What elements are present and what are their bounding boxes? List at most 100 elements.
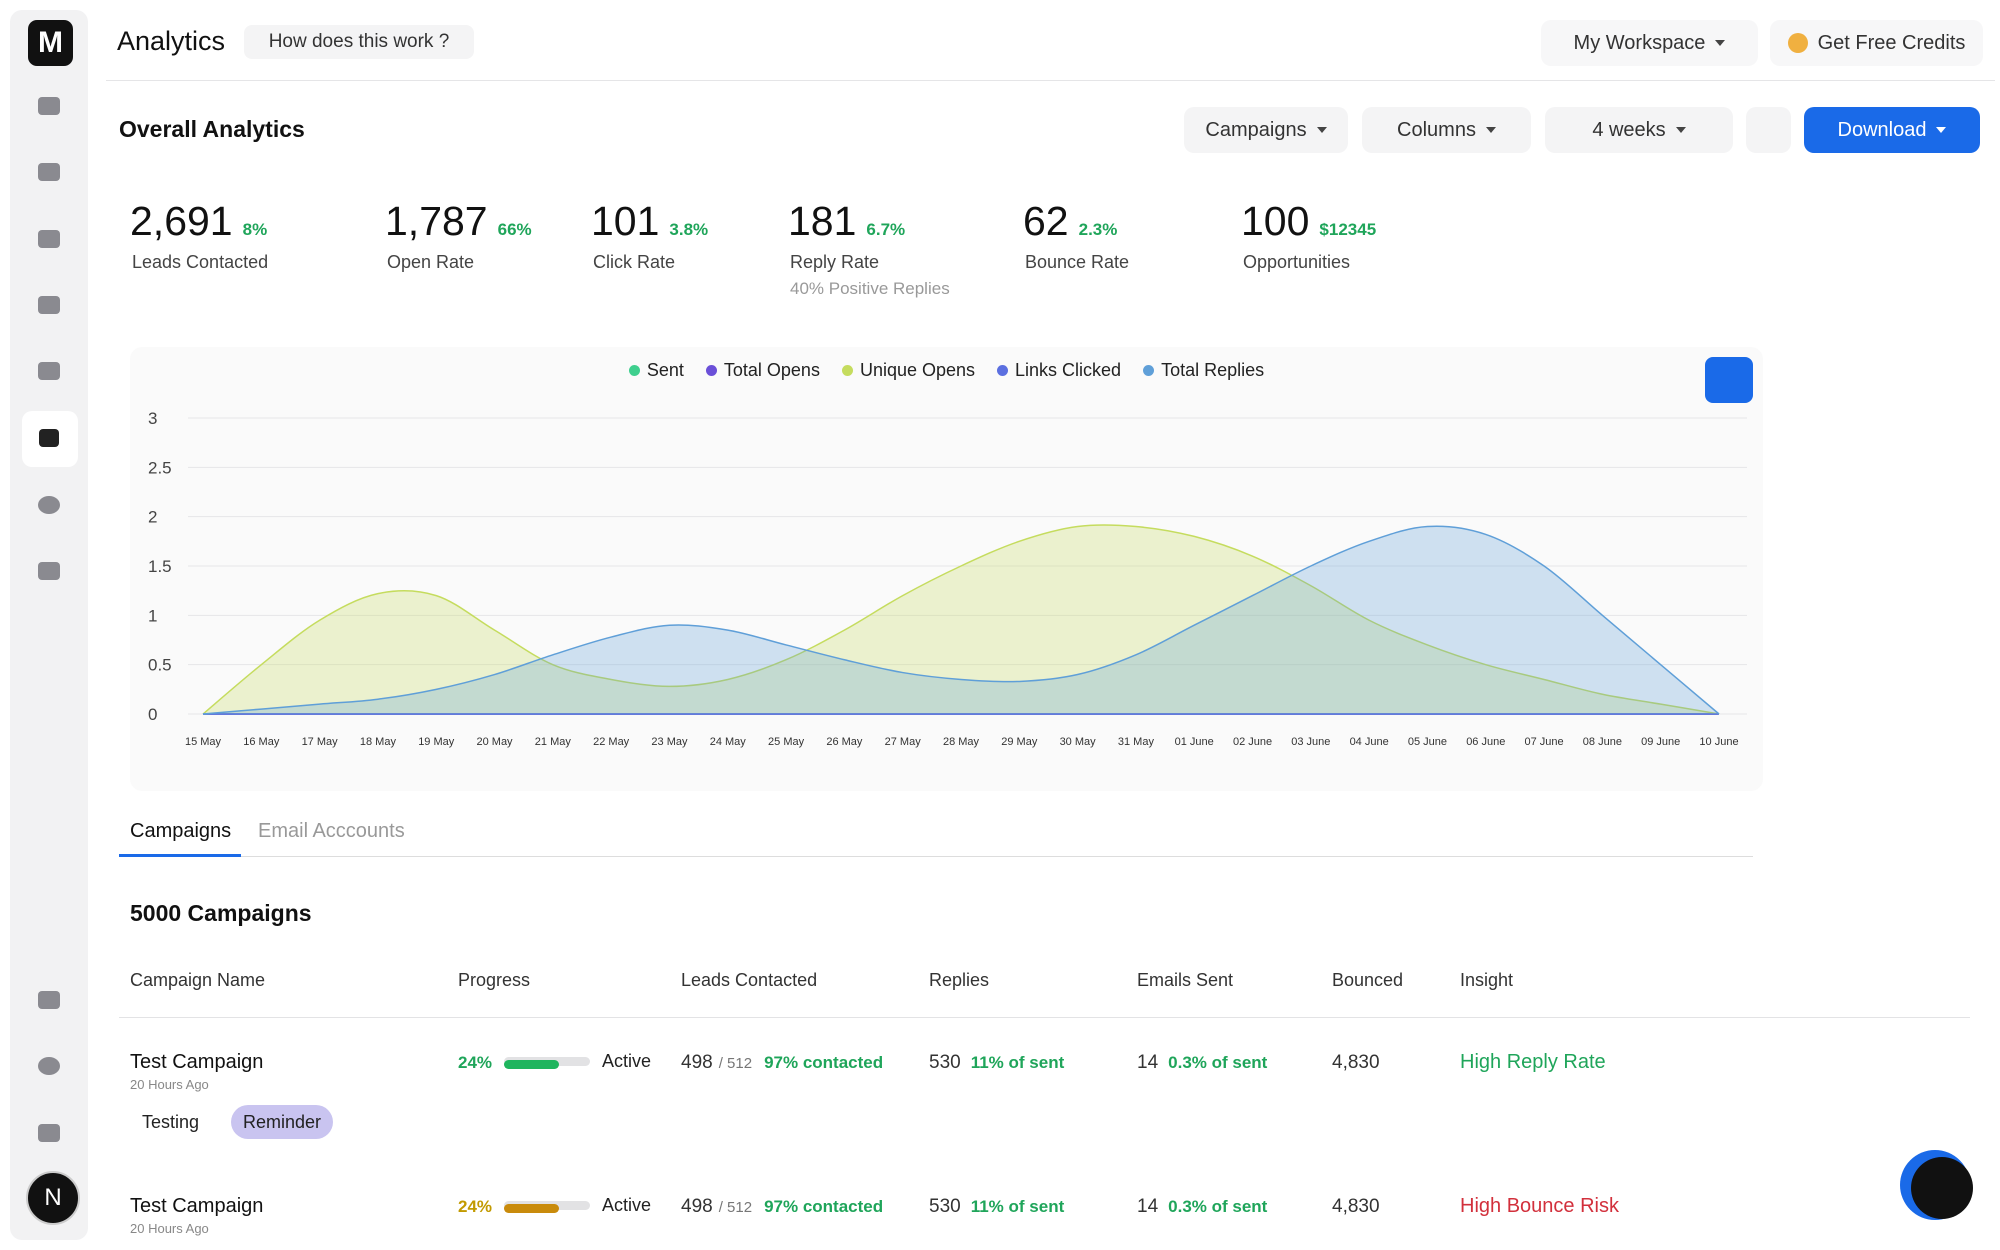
tag: Reminder: [231, 1105, 334, 1139]
workspace-text: My Workspace: [1573, 31, 1706, 54]
x-tick-label: 23 May: [651, 736, 688, 748]
y-tick-label: 0: [148, 705, 157, 724]
legend-item[interactable]: Total Replies: [1143, 360, 1264, 381]
x-tick-label: 03 June: [1291, 736, 1330, 748]
y-tick-label: 1.5: [148, 557, 172, 576]
filter-button[interactable]: Campaigns: [1184, 107, 1348, 153]
x-tick-label: 18 May: [360, 736, 397, 748]
leads-value: 498: [681, 1196, 713, 1217]
stat-value-row: 1,787 66%: [385, 198, 532, 245]
sent-value: 14: [1137, 1196, 1159, 1217]
column-header: Insight: [1460, 970, 1514, 990]
nav-icon[interactable]: [38, 296, 60, 314]
leads: 498 / 512 97% contacted: [681, 1052, 883, 1074]
help-text: How does this work ?: [268, 31, 450, 52]
leads: 498 / 512 97% contacted: [681, 1196, 883, 1218]
logo[interactable]: M: [28, 20, 73, 66]
nav-icon[interactable]: [38, 163, 60, 181]
x-tick-label: 09 June: [1641, 736, 1680, 748]
stat-label: Leads Contacted: [132, 252, 269, 272]
divider: [106, 80, 1995, 81]
tab[interactable]: Campaigns: [130, 820, 232, 842]
sidebar: [10, 10, 88, 1240]
progress-fill: [504, 1060, 559, 1069]
workspace-button[interactable]: My Workspace: [1541, 20, 1758, 66]
replies-pct: 11% of sent: [970, 1197, 1065, 1216]
campaign-name: Test Campaign: [130, 1195, 264, 1217]
stat-change: 3.8%: [669, 220, 709, 239]
legend-dot: [1143, 365, 1155, 376]
download-text: Download: [1837, 118, 1927, 141]
leads-pct: 97% contacted: [764, 1197, 884, 1216]
download-button[interactable]: Download: [1804, 107, 1980, 153]
nav-icon[interactable]: [38, 496, 60, 514]
credits-button[interactable]: Get Free Credits: [1770, 20, 1983, 66]
credits-text: Get Free Credits: [1817, 31, 1966, 54]
tab-divider: [119, 856, 1753, 857]
help-link[interactable]: How does this work ?: [244, 25, 474, 59]
legend-item[interactable]: Unique Opens: [841, 360, 975, 381]
progress-text: 24%: [458, 1053, 493, 1072]
series-line: [202, 525, 1720, 715]
x-tick-label: 27 May: [885, 736, 922, 748]
y-tick-label: 3: [148, 409, 157, 428]
legend-text: Total Replies: [1161, 360, 1265, 380]
replies: 530 11% of sent: [929, 1052, 1064, 1074]
filter-text: Campaigns: [1205, 118, 1307, 141]
legend-text: Total Opens: [723, 360, 820, 380]
stat-label: Opportunities: [1243, 252, 1351, 272]
progress-text: 24%: [458, 1197, 493, 1216]
sent-pct: 0.3% of sent: [1168, 1197, 1268, 1216]
stat-label: Click Rate: [593, 252, 676, 272]
stat-change: 6.7%: [866, 220, 906, 239]
x-tick-label: 22 May: [593, 736, 630, 748]
emails-sent: 14 0.3% of sent: [1137, 1196, 1267, 1218]
nav-icon[interactable]: [38, 1124, 60, 1142]
stat-value: 100: [1241, 198, 1310, 244]
bounced: 4,830: [1332, 1052, 1380, 1073]
x-tick-label: 06 June: [1466, 736, 1505, 748]
stat-value: 2,691: [130, 198, 233, 244]
legend-text: Sent: [646, 360, 684, 380]
nav-icon[interactable]: [38, 362, 60, 380]
status: Active: [602, 1051, 652, 1071]
stat-sub: 40% Positive Replies: [790, 279, 950, 298]
legend-item[interactable]: Links Clicked: [997, 360, 1121, 381]
nav-icon[interactable]: [38, 1057, 60, 1075]
stat-value: 101: [591, 198, 660, 244]
nav-icon[interactable]: [38, 562, 60, 580]
column-header: Leads Contacted: [681, 970, 818, 990]
legend-item[interactable]: Sent: [628, 360, 684, 381]
nav-icon[interactable]: [38, 991, 60, 1009]
stat-change: $12345: [1319, 220, 1377, 239]
leads-pct: 97% contacted: [764, 1053, 884, 1072]
nav-icon[interactable]: [39, 429, 59, 447]
x-tick-label: 19 May: [418, 736, 455, 748]
insight: High Reply Rate: [1460, 1051, 1606, 1073]
chart-download[interactable]: [1705, 357, 1753, 403]
tab[interactable]: Email Acccounts: [258, 820, 405, 842]
refresh-button[interactable]: [1746, 107, 1791, 153]
stat-value: 181: [788, 198, 857, 244]
legend-item[interactable]: Total Opens: [705, 360, 820, 381]
x-tick-label: 02 June: [1233, 736, 1272, 748]
filter-button[interactable]: 4 weeks: [1545, 107, 1733, 153]
series-line: [202, 524, 1720, 715]
sent-pct: 0.3% of sent: [1168, 1053, 1268, 1072]
fab-button[interactable]: [1911, 1157, 1973, 1219]
filter-button[interactable]: Columns: [1362, 107, 1531, 153]
leads-value: 498: [681, 1052, 713, 1073]
tag: Testing: [130, 1105, 212, 1139]
coin-icon: [1787, 33, 1808, 53]
y-tick-label: 0.5: [148, 656, 172, 675]
nav-icon[interactable]: [38, 97, 60, 115]
area: [203, 526, 1719, 714]
emails-sent: 14 0.3% of sent: [1137, 1052, 1267, 1074]
x-tick-label: 17 May: [302, 736, 339, 748]
replies-value: 530: [929, 1196, 961, 1217]
avatar[interactable]: N: [26, 1171, 80, 1225]
x-tick-label: 16 May: [243, 736, 280, 748]
stat-value-row: 100 $12345: [1241, 198, 1376, 245]
nav-icon[interactable]: [38, 230, 60, 248]
